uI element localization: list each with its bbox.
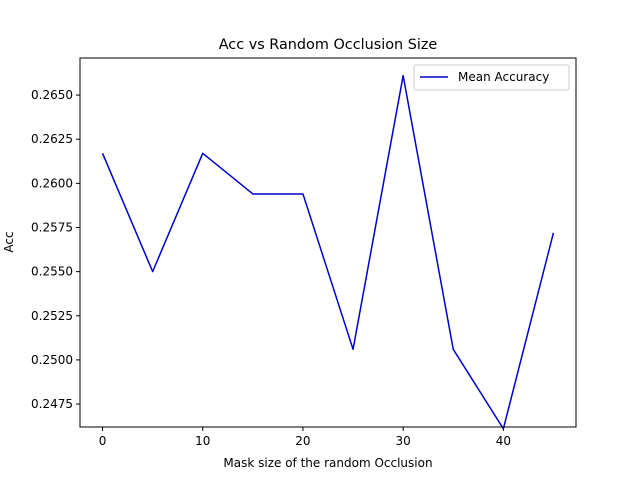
y-axis-label: Acc [2,231,16,252]
legend-label: Mean Accuracy [458,70,549,84]
plot-frame [79,57,577,428]
x-tick-label: 40 [496,434,511,448]
series-lines [101,74,555,430]
x-tick-label: 30 [396,434,411,448]
y-tick-label: 0.2625 [31,132,73,146]
chart-title: Acc vs Random Occlusion Size [219,37,438,53]
y-tick-label: 0.2525 [31,309,73,323]
plot-area [80,58,576,427]
x-tick-label: 20 [295,434,310,448]
x-axis-label: Mask size of the random Occlusion [223,456,432,470]
y-tick-label: 0.2550 [31,265,73,279]
x-tick-label: 10 [195,434,210,448]
y-tick-label: 0.2600 [31,176,73,190]
x-tick-label: 0 [99,434,107,448]
series-line [101,74,555,430]
legend-box [413,64,570,91]
y-tick-label: 0.2500 [31,353,73,367]
y-tick-label: 0.2650 [31,88,73,102]
y-tick-label: 0.2575 [31,220,73,234]
ticks: 0 10 20 30 40 0.2475 0.2500 0.2525 0.2550 0.2575 0… [31,88,511,448]
y-tick-label: 0.2475 [31,397,73,411]
legend: Mean Accuracy [413,64,570,91]
